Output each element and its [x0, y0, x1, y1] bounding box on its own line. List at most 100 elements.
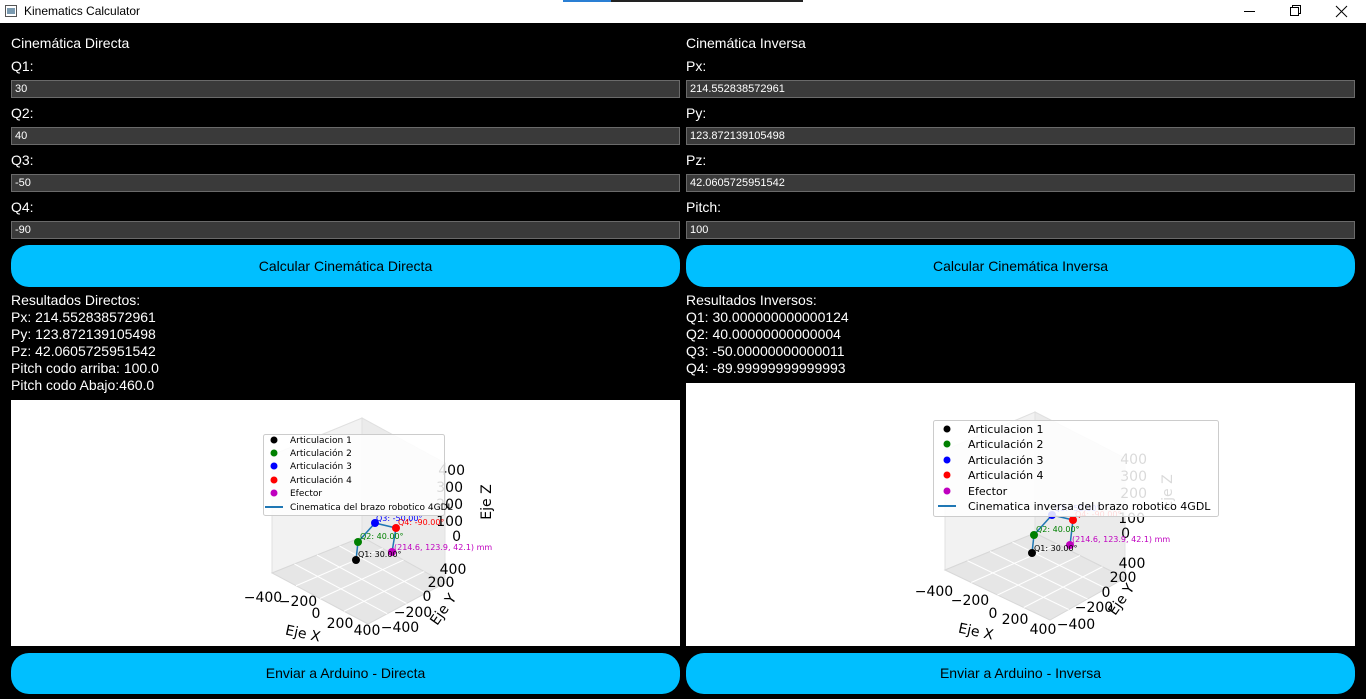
text-input[interactable]: 123.872139105498: [686, 127, 1355, 145]
section-heading: Cinemática Inversa: [686, 35, 806, 51]
field-label: Px:: [686, 58, 707, 74]
result-line: Resultados Inversos:: [686, 292, 817, 308]
axis-label: Eje Y: [427, 591, 460, 629]
field-label: Pitch:: [686, 199, 722, 215]
legend-label: Articulación 4: [968, 469, 1044, 482]
grid-line: [343, 571, 425, 612]
y-tick-label: −200: [394, 605, 432, 621]
app-icon: [5, 5, 17, 17]
legend-marker: [270, 462, 278, 470]
legend-label: Cinematica del brazo robotico 4GDL: [290, 503, 453, 513]
legend-marker: [270, 449, 278, 457]
y-tick-label: 400: [1119, 556, 1146, 572]
close-button[interactable]: [1335, 5, 1348, 18]
joint-point: [1030, 531, 1038, 539]
grid-line: [989, 551, 1088, 600]
field-label: Pz:: [686, 152, 707, 168]
y-tick-label: 0: [423, 589, 432, 605]
legend-label: Articulación 2: [290, 448, 352, 459]
send-button[interactable]: Enviar a Arduino - Directa: [11, 653, 680, 694]
y-tick-label: 200: [1110, 570, 1137, 586]
result-line: Py: 123.872139105498: [11, 326, 156, 342]
legend-marker: [943, 471, 951, 479]
legend-marker: [270, 476, 278, 484]
legend-marker: [943, 487, 951, 495]
axis-label: Eje X: [957, 621, 995, 644]
legend-label: Articulación 4: [290, 475, 352, 486]
joint-point: [1066, 541, 1074, 549]
result-line: Px: 214.552838572961: [11, 309, 156, 325]
legend-marker: [270, 489, 278, 497]
z-tick-label: 0: [452, 529, 461, 545]
grid-line: [339, 545, 426, 594]
result-line: Pitch codo arriba: 100.0: [11, 360, 159, 376]
text-input[interactable]: 214.552838572961: [686, 80, 1355, 98]
text-input[interactable]: -50: [11, 174, 680, 192]
x-tick-label: 0: [989, 606, 998, 622]
text-input[interactable]: 30: [11, 80, 680, 98]
legend-label: Articulacion 1: [290, 436, 352, 446]
legend-marker: [270, 436, 278, 444]
annotation: Q1: 30.00°: [358, 550, 402, 559]
calculate-button[interactable]: Calcular Cinemática Directa: [11, 245, 680, 287]
result-line: Q4: -89.99999999999993: [686, 360, 846, 376]
plot-3d: −400−2000200400−400−20002004000100200300…: [686, 383, 1355, 646]
restore-icon: [1292, 5, 1301, 14]
window-title: Kinematics Calculator: [24, 4, 141, 18]
z-tick-label: 100: [436, 514, 463, 530]
text-input[interactable]: 42.0605725951542: [686, 174, 1355, 192]
legend-marker: [943, 456, 951, 464]
plot-area: −400−2000200400−400−20002004000100200300…: [915, 411, 1219, 644]
send-button[interactable]: Enviar a Arduino - Inversa: [686, 653, 1355, 694]
result-line: Pitch codo Abajo:460.0: [11, 377, 155, 393]
legend-label: Articulacion 1: [968, 423, 1044, 436]
legend-box: [263, 434, 445, 516]
y-tick-label: −400: [381, 620, 419, 636]
joint-point: [371, 519, 379, 527]
text-input[interactable]: 40: [11, 127, 680, 145]
calculate-button[interactable]: Calcular Cinemática Inversa: [686, 245, 1355, 287]
grid-line: [1023, 566, 1103, 608]
joint-point: [352, 556, 360, 564]
annotation: Q2: 40.00°: [1036, 525, 1080, 534]
y-tick-label: −200: [1075, 600, 1113, 616]
legend-label: Efector: [290, 489, 322, 499]
x-tick-label: −400: [244, 590, 282, 606]
z-tick-label: 0: [1121, 526, 1130, 542]
result-line: Resultados Directos:: [11, 292, 141, 308]
field-label: Q2:: [11, 105, 34, 121]
annotation: Q2: 40.00°: [360, 532, 404, 541]
legend-label: Efector: [968, 485, 1008, 498]
y-tick-label: −400: [1057, 617, 1095, 633]
axis-label: Eje X: [284, 623, 322, 646]
restore-button[interactable]: [1290, 7, 1299, 16]
y-tick-label: 0: [1102, 585, 1111, 601]
field-label: Q3:: [11, 152, 34, 168]
grid-line: [316, 554, 407, 604]
annotation: Q4: -90.00°: [398, 518, 444, 527]
y-tick-label: 200: [428, 575, 455, 591]
legend-label: Cinematica inversa del brazo robotico 4G…: [968, 500, 1211, 513]
x-tick-label: 400: [1030, 622, 1057, 638]
joint-point: [1028, 549, 1036, 557]
joint-point: [388, 548, 396, 556]
window-controls: [1244, 5, 1348, 18]
axis-label: Eje Z: [479, 484, 495, 519]
section-heading: Cinemática Directa: [11, 35, 130, 51]
x-tick-label: −400: [915, 584, 953, 600]
x-tick-label: 400: [354, 623, 381, 639]
legend-label: Articulación 2: [968, 438, 1044, 451]
text-input[interactable]: 100: [686, 221, 1355, 239]
joint-point: [392, 524, 400, 532]
x-tick-label: 200: [1002, 612, 1029, 628]
title-bar: Kinematics Calculator: [0, 0, 1366, 23]
x-tick-label: −200: [951, 593, 989, 609]
field-label: Q1:: [11, 58, 34, 74]
legend-label: Articulación 3: [968, 454, 1044, 467]
text-input[interactable]: -90: [11, 221, 680, 239]
annotation: Q3: -50.00°: [376, 514, 422, 523]
